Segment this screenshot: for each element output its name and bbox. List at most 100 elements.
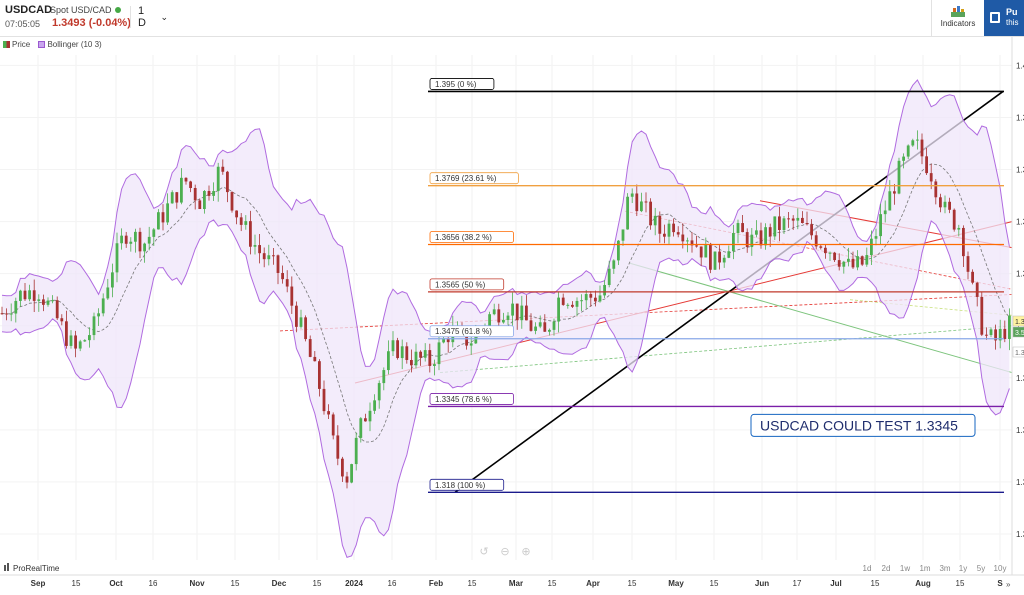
range-button-1w[interactable]: 1w (900, 564, 910, 573)
fib-label-box (429, 278, 505, 291)
candle-body (764, 227, 767, 246)
x-tick-label: 15 (956, 579, 965, 588)
candle-body (525, 305, 528, 321)
reset-zoom-icon[interactable]: ↺ (479, 545, 488, 558)
candle-body (129, 241, 133, 244)
x-tick-label: Mar (509, 579, 523, 588)
candle-body (78, 341, 82, 349)
candle-body (916, 139, 919, 141)
candle-body (985, 334, 988, 336)
candle-body (410, 359, 413, 366)
candle-body (354, 437, 358, 465)
candle-body (847, 258, 850, 262)
price-tag-label: 1.3 (1015, 319, 1024, 326)
candle-body (101, 298, 105, 314)
candle-body (589, 294, 593, 298)
candle-body (244, 221, 248, 225)
range-button-1y[interactable]: 1y (959, 564, 967, 573)
y-tick-label: 1.33 (1016, 426, 1024, 435)
candle-body (649, 201, 652, 226)
candle-body (561, 297, 565, 305)
candle-body (170, 192, 174, 204)
candle-body (161, 212, 165, 223)
candle-body (906, 145, 910, 157)
candle-body (414, 351, 418, 366)
promo-banner[interactable]: Pu this (984, 0, 1024, 36)
candle-body (382, 370, 386, 384)
x-tick-label: Jun (755, 579, 769, 588)
candle-body (198, 200, 202, 210)
candle-body (203, 190, 206, 210)
candle-body (221, 166, 225, 172)
candle-body (327, 411, 330, 415)
candle-body (157, 212, 160, 230)
candle-body (46, 300, 50, 305)
candle-body (520, 305, 524, 321)
candle-body (653, 215, 657, 226)
candle-body (341, 458, 344, 477)
candle-body (322, 388, 326, 412)
candle-body (0, 313, 4, 315)
candle-body (83, 340, 87, 342)
candle-body (722, 257, 726, 263)
candle-body (925, 156, 928, 174)
candle-body (750, 234, 754, 248)
promo-text-1: Pu (1006, 7, 1018, 17)
indicators-button[interactable]: Indicators (931, 0, 984, 36)
candle-body (230, 192, 234, 211)
range-button-5y[interactable]: 5y (977, 564, 985, 573)
annotation-text: USDCAD COULD TEST 1.3345 (760, 417, 958, 433)
candle-body (364, 418, 367, 422)
candle-body (60, 318, 64, 322)
candle-body (801, 217, 804, 224)
candle-body (253, 245, 257, 247)
y-tick-label: 1.31 (1016, 530, 1024, 539)
legend-item-price[interactable]: Price (3, 40, 30, 49)
candle-body (842, 261, 846, 267)
candle-body (819, 246, 823, 248)
candle-body (911, 140, 915, 146)
candle-body (511, 303, 514, 316)
instrument-label: Spot USD/CAD (50, 5, 112, 15)
fib-level-label: 1.3565 (50 %) (435, 280, 486, 289)
x-tick-label: 2024 (345, 579, 363, 588)
candle-body (810, 224, 813, 236)
range-button-1d[interactable]: 1d (863, 564, 872, 573)
price-tag-label: 3.54 (1015, 330, 1024, 337)
zoom-out-icon[interactable]: ⊖ (500, 545, 509, 558)
candle-body (152, 229, 156, 237)
candle-body (805, 223, 809, 225)
candle-body (837, 260, 841, 267)
symbol-name[interactable]: USDCAD (5, 4, 53, 16)
candle-body (971, 271, 974, 283)
candle-body (787, 218, 790, 220)
candle-body (621, 229, 625, 241)
candle-body (980, 296, 984, 335)
candle-body (745, 232, 749, 248)
candle-body (957, 227, 961, 230)
candle-body (23, 290, 27, 300)
x-tick-label: 15 (72, 579, 81, 588)
x-tick-label: 16 (149, 579, 158, 588)
legend-item-bollinger[interactable]: Bollinger (10 3) (38, 40, 102, 49)
indicators-icon (951, 6, 965, 17)
range-button-2d[interactable]: 2d (882, 564, 891, 573)
candle-body (400, 346, 404, 359)
candle-body (180, 177, 183, 203)
scroll-end-icon[interactable]: » (1006, 580, 1011, 589)
timeframe-select[interactable]: 1 D ⌄ (130, 5, 168, 29)
candle-body (391, 340, 395, 352)
candle-body (115, 243, 119, 273)
candle-body (759, 230, 763, 246)
candle-body (778, 216, 781, 231)
range-button-1m[interactable]: 1m (919, 564, 930, 573)
candle-body (502, 319, 505, 323)
zoom-in-icon[interactable]: ⊕ (521, 545, 530, 558)
candle-body (686, 240, 689, 242)
range-button-10y[interactable]: 10y (994, 564, 1007, 573)
candle-body (92, 316, 96, 336)
candle-body (258, 245, 261, 254)
range-button-3m[interactable]: 3m (939, 564, 950, 573)
candle-body (1003, 328, 1007, 339)
